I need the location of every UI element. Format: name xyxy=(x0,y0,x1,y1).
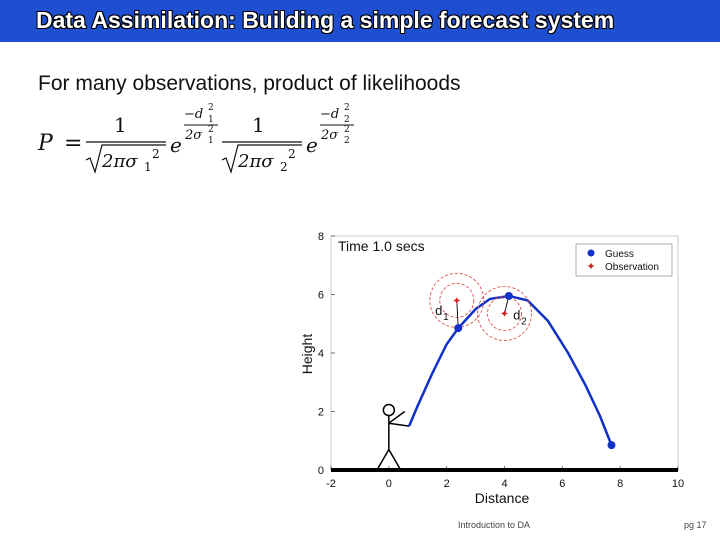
exp-den-sub-2: 2 xyxy=(344,136,350,146)
title-bar: Data Assimilation: Building a simple for… xyxy=(0,0,720,42)
x-tick-label: 6 xyxy=(559,478,565,490)
uncertainty-circle-outer xyxy=(477,286,532,341)
formula-sigma-sub-1: 1 xyxy=(144,160,152,174)
formula-square-1: 2 xyxy=(152,147,160,161)
y-tick-label: 0 xyxy=(318,465,324,477)
y-tick-label: 8 xyxy=(318,231,324,243)
formula-numerator-2: 1 xyxy=(252,113,265,137)
exp-den-sub-1: 1 xyxy=(208,136,214,146)
formula-sigma-sub-2: 2 xyxy=(280,160,288,174)
stick-figure xyxy=(377,403,410,469)
uncertainty-circle-inner xyxy=(439,282,475,318)
exp-num-sup-1: 2 xyxy=(208,103,214,113)
y-tick-label: 6 xyxy=(318,290,324,302)
formula-sqrt-body-2: 2πσ xyxy=(237,151,274,172)
bullet-text: For many observations, product of likeli… xyxy=(38,72,461,95)
x-tick-label: -2 xyxy=(326,478,336,490)
figure-head xyxy=(382,403,396,417)
y-axis-label: Height xyxy=(299,334,315,375)
formula-sqrt-body-1: 2πσ xyxy=(101,151,138,172)
legend: Guess ✦ Observation xyxy=(575,243,673,277)
page-number: pg 17 xyxy=(684,520,707,530)
guess-point xyxy=(607,441,616,450)
x-tick-label: 2 xyxy=(444,478,450,490)
legend-guess-label: Guess xyxy=(605,249,634,260)
legend-observation-marker: ✦ xyxy=(586,260,595,273)
guess-point xyxy=(454,324,463,333)
x-tick-label: 10 xyxy=(672,478,684,490)
figure-leg-left xyxy=(377,449,390,469)
distance-label: d xyxy=(513,307,520,322)
guess-point xyxy=(504,291,513,300)
x-tick-label: 0 xyxy=(386,478,392,490)
exp-den-1: 2σ xyxy=(184,128,203,143)
x-axis-label: Distance xyxy=(475,490,530,506)
formula-square-2: 2 xyxy=(288,147,296,161)
footer-title: Introduction to DA xyxy=(458,520,531,530)
exp-den-2: 2σ xyxy=(320,128,339,143)
formula-numerator-1: 1 xyxy=(114,113,127,137)
time-label: Time 1.0 secs xyxy=(338,238,425,254)
formula-e-2: e xyxy=(306,133,318,157)
figure-arm-right xyxy=(388,422,410,427)
trajectory-line xyxy=(407,294,613,446)
x-tick-label: 8 xyxy=(617,478,623,490)
distance-segment xyxy=(456,300,459,329)
sqrt-sign-1 xyxy=(85,144,166,175)
legend-guess-marker xyxy=(587,249,595,257)
exp-den-sup-2: 2 xyxy=(344,125,350,135)
distance-label-subscript: 2 xyxy=(521,316,527,327)
exp-den-sup-1: 2 xyxy=(208,125,214,135)
exp-num-sub-1: 1 xyxy=(208,115,214,125)
exp-num-1: −d xyxy=(184,107,203,122)
exp-num-sup-2: 2 xyxy=(344,103,350,113)
likelihood-formula: P = 1 2πσ 1 2 e −d 1 2 2σ 1 2 1 2πσ 2 2 … xyxy=(37,103,354,175)
slide-title: Data Assimilation: Building a simple for… xyxy=(36,7,615,33)
figure-leg-right xyxy=(388,449,401,469)
sqrt-sign-2 xyxy=(221,144,302,175)
formula-e-1: e xyxy=(170,133,182,157)
x-tick-label: 4 xyxy=(501,478,507,490)
observation-point: ✦ xyxy=(500,308,509,321)
distance-label: d xyxy=(435,303,442,318)
distance-label-subscript: 1 xyxy=(443,312,449,323)
legend-box xyxy=(575,243,673,277)
y-tick-label: 4 xyxy=(318,348,324,360)
exp-num-sub-2: 2 xyxy=(344,115,350,125)
exp-num-2: −d xyxy=(320,107,339,122)
y-tick-label: 2 xyxy=(318,407,324,419)
figure-arm-upper xyxy=(388,410,406,424)
formula-lhs: P xyxy=(37,131,54,156)
observation-point: ✦ xyxy=(452,294,461,307)
legend-observation-label: Observation xyxy=(605,262,659,273)
formula-equals: = xyxy=(64,131,82,156)
uncertainty-circle-inner xyxy=(487,296,522,331)
